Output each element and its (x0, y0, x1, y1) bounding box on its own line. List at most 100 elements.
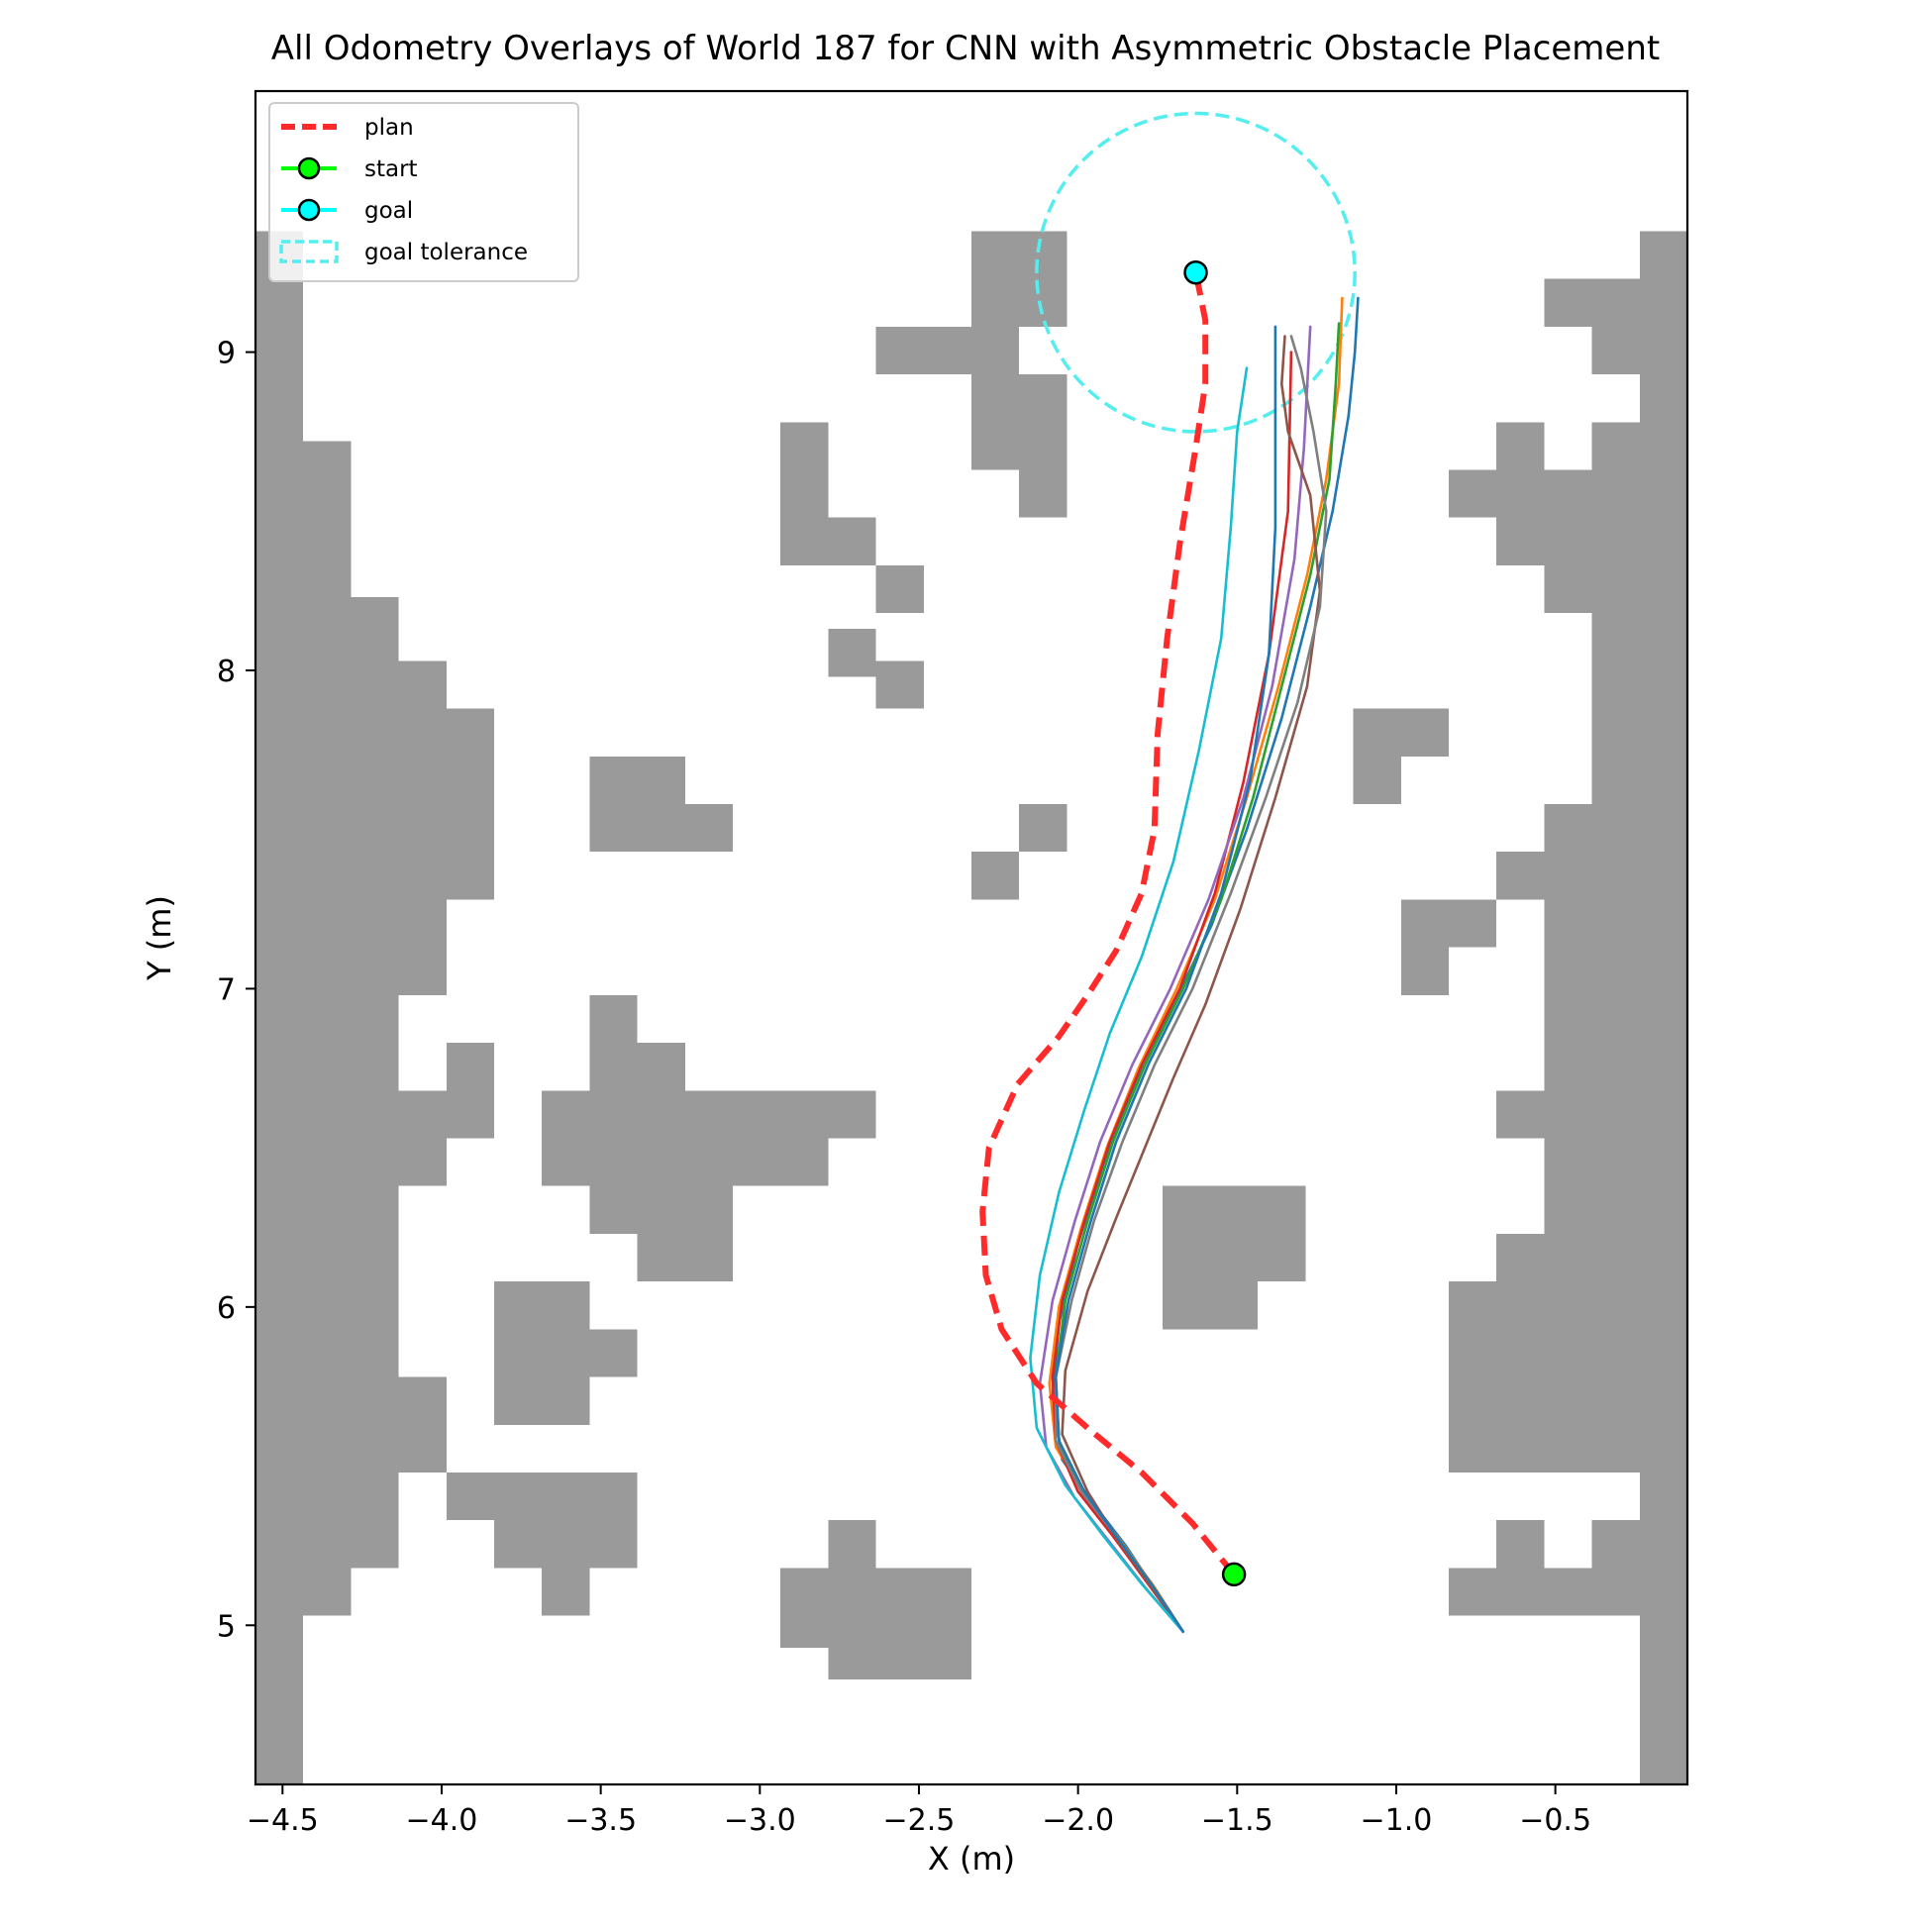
obstacle-map (255, 231, 1687, 1784)
y-axis-label: Y (m) (141, 895, 178, 981)
odometry-line (1029, 366, 1249, 1633)
obstacle-cell (1496, 1520, 1545, 1569)
obstacle-cell (446, 1473, 494, 1521)
start-marker (1221, 1562, 1247, 1587)
odometry-line (1054, 325, 1277, 1633)
x-tick-label: −4.0 (406, 1803, 478, 1838)
obstacle-cell (637, 1233, 733, 1282)
x-axis-label: X (m) (928, 1840, 1015, 1878)
y-axis: 5 6 7 8 9 (217, 337, 255, 1644)
legend-marker-swatch (297, 198, 321, 222)
obstacle-cell (1544, 1568, 1640, 1616)
obstacle-cell (398, 660, 447, 709)
obstacle-cell (828, 1520, 876, 1569)
x-tick-label: −2.5 (883, 1803, 956, 1838)
obstacle-cell (589, 756, 685, 853)
plan-layer (979, 271, 1237, 1576)
x-tick-label: −3.0 (724, 1803, 796, 1838)
obstacle-cell (589, 1329, 638, 1377)
obstacle-cell (398, 1090, 447, 1186)
legend-label: start (364, 156, 418, 182)
x-tick-label: −1.0 (1361, 1803, 1433, 1838)
obstacle-cell (1496, 422, 1545, 565)
chart-title: All Odometry Overlays of World 187 for C… (271, 29, 1660, 68)
obstacle-cell (1449, 469, 1497, 518)
obstacle-cell (1591, 1520, 1640, 1569)
obstacle-cell (1544, 947, 1640, 1282)
obstacle-cell (1496, 1090, 1545, 1139)
obstacle-cell (1019, 804, 1068, 853)
obstacle-cell (542, 1090, 733, 1186)
obstacle-cell (971, 278, 1068, 327)
obstacle-cell (733, 1090, 876, 1139)
legend-label: plan (364, 115, 414, 141)
y-tick-label: 5 (217, 1609, 236, 1644)
obstacle-cell (1449, 899, 1497, 948)
obstacle-cell (1400, 708, 1449, 757)
plot-frame (254, 89, 1689, 1786)
obstacle-cell (875, 660, 924, 709)
y-tick-label: 9 (217, 337, 236, 371)
obstacle-cell (733, 1138, 829, 1186)
legend-label: goal (364, 198, 413, 224)
obstacle-cell (1449, 1281, 1640, 1473)
odometry-line (1051, 351, 1293, 1633)
obstacle-cell (971, 231, 1068, 279)
obstacle-cell (494, 1281, 590, 1425)
obstacle-cell (542, 1473, 590, 1616)
obstacle-cell (1496, 852, 1545, 900)
obstacle-cell (1544, 804, 1640, 948)
odometry-line (1061, 335, 1322, 1633)
y-tick-label: 7 (217, 972, 236, 1007)
marker-layer (1183, 259, 1247, 1587)
obstacle-cell (875, 564, 924, 614)
odometry-line (1054, 335, 1328, 1633)
odometry-trajectories (1029, 296, 1360, 1633)
obstacle-cell (923, 326, 1020, 375)
obstacle-cell (303, 597, 399, 757)
odometry-line (1038, 325, 1312, 1633)
obstacle-cell (637, 1043, 685, 1091)
obstacle-cell (589, 1185, 733, 1234)
x-tick-label: −0.5 (1519, 1803, 1591, 1838)
obstacle-cell (1591, 422, 1640, 661)
legend-marker-swatch (297, 156, 321, 180)
obstacle-cell (398, 756, 494, 900)
goal-marker (1183, 259, 1208, 285)
obstacle-cell (1400, 899, 1449, 995)
obstacle-cell (398, 899, 447, 995)
x-tick-label: −1.5 (1201, 1803, 1273, 1838)
x-tick-label: −2.0 (1042, 1803, 1114, 1838)
obstacle-cell (589, 1473, 638, 1569)
obstacle-cell (1591, 756, 1640, 804)
legend-tolerance-swatch (279, 240, 339, 263)
obstacle-cell (446, 1043, 494, 1139)
x-axis: −4.5 −4.0 −3.5 −3.0 −2.5 −2.0 −1.5 −1.0 −0.5 (247, 1784, 1591, 1838)
x-tick-label: −4.5 (247, 1803, 319, 1838)
obstacle-cell (971, 852, 1020, 900)
obstacle-cell (1449, 1568, 1545, 1616)
obstacle-cell (494, 1520, 543, 1569)
obstacle-cell (1019, 469, 1068, 518)
obstacle-cell (1258, 1185, 1306, 1282)
obstacle-cell (1353, 708, 1401, 804)
obstacle-cell (398, 1376, 447, 1473)
y-tick-label: 6 (217, 1291, 236, 1326)
obstacle-cell (780, 422, 829, 565)
obstacle-cell (828, 517, 876, 565)
obstacle-cell (494, 1473, 543, 1521)
obstacle-cell (684, 804, 733, 853)
obstacle-cell (398, 708, 494, 757)
legend-label: goal tolerance (364, 240, 528, 265)
plan-line (979, 271, 1237, 1576)
obstacle-cell (828, 629, 876, 677)
odometry-line (1051, 296, 1360, 1633)
x-tick-label: −3.5 (564, 1803, 637, 1838)
obstacle-cell (780, 1568, 829, 1648)
obstacle-cell (971, 374, 1068, 470)
obstacle-cell (828, 1568, 971, 1679)
obstacle-cell (589, 994, 638, 1091)
y-tick-label: 8 (217, 655, 236, 689)
legend: plan start goal goal tolerance (268, 102, 579, 282)
